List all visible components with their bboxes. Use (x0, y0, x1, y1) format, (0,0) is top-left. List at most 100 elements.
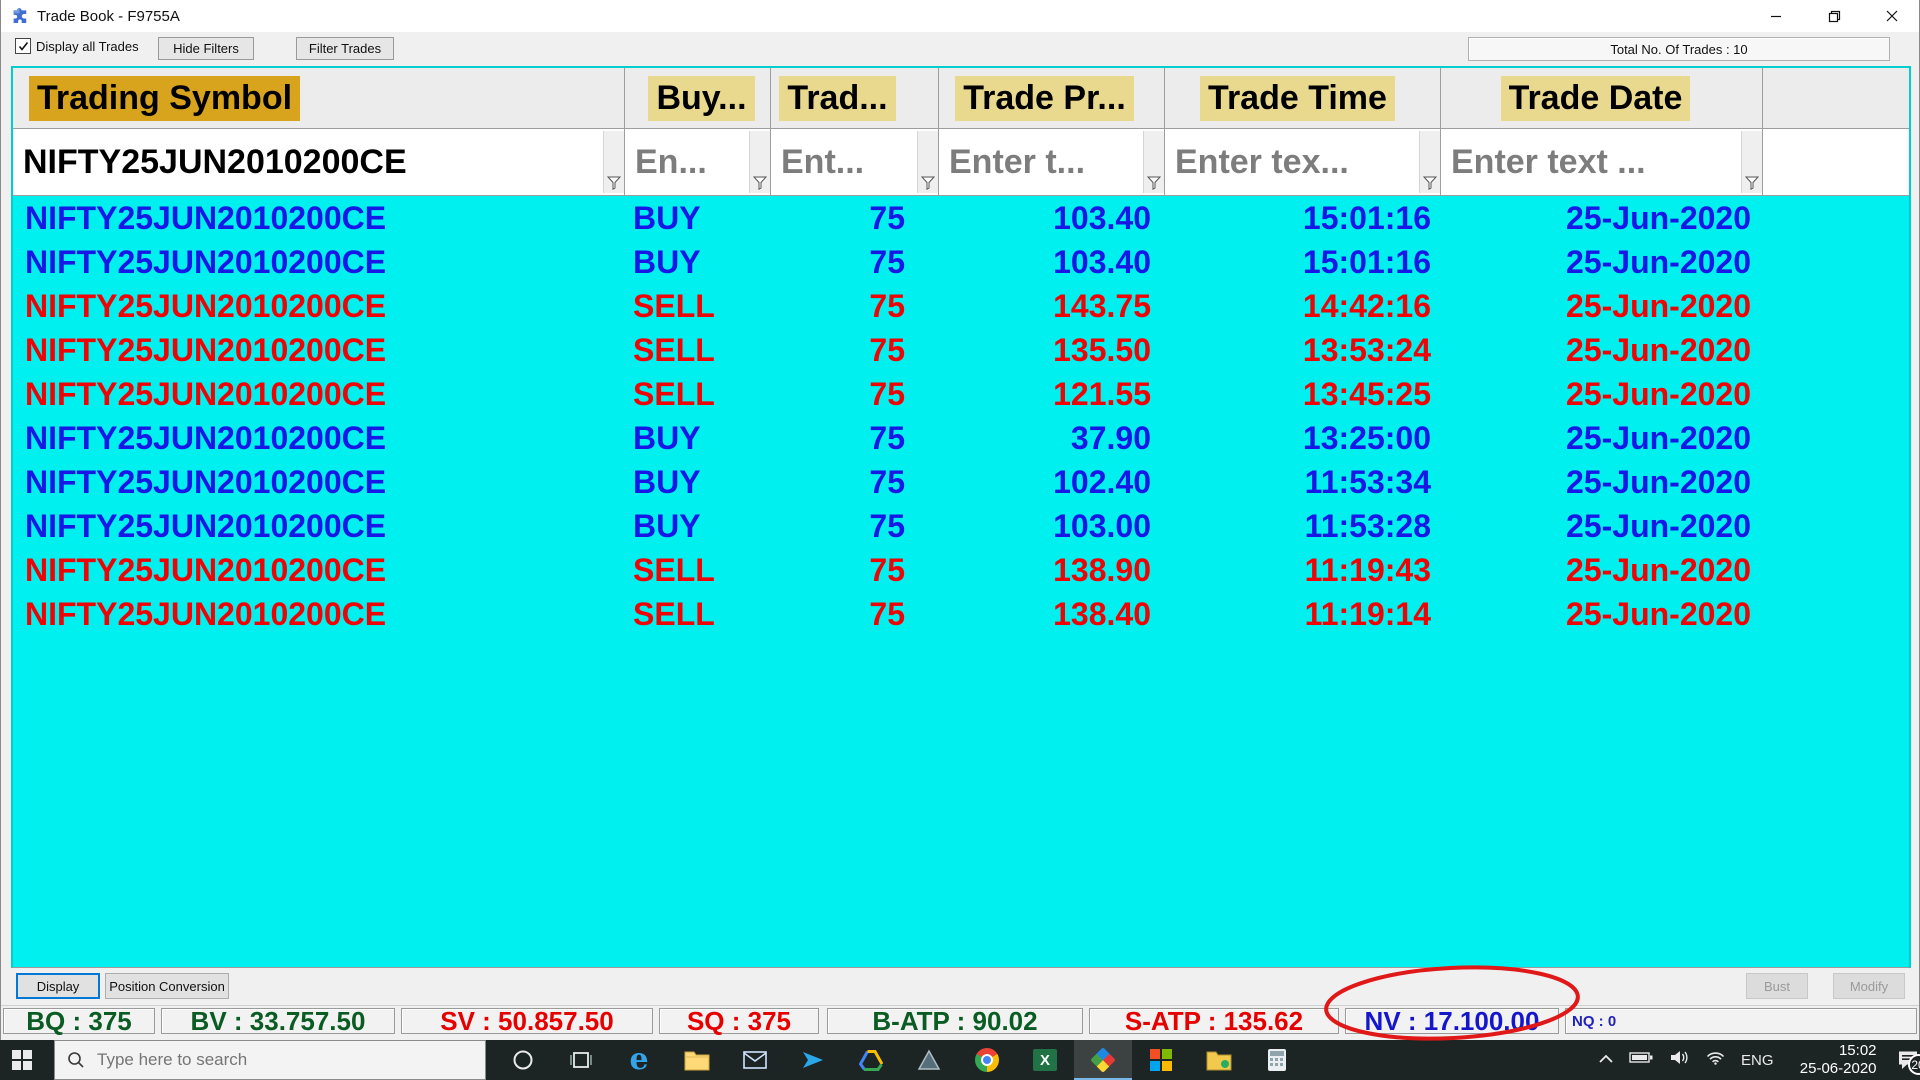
wifi-icon[interactable] (1705, 1050, 1726, 1070)
drive-icon[interactable] (842, 1040, 900, 1080)
cell-price: 121.55 (1053, 376, 1151, 412)
language-indicator[interactable]: ENG (1741, 1051, 1774, 1069)
cell-qty: 75 (869, 244, 905, 280)
display-button[interactable]: Display (16, 973, 100, 999)
trade-book-window: Trade Book - F9755A Display all Trades H… (0, 0, 1920, 1041)
filter-placeholder: En... (635, 142, 707, 181)
filter-trades-button[interactable]: Filter Trades (296, 37, 394, 60)
cell-time: 13:45:25 (1302, 376, 1431, 412)
minimize-button[interactable] (1753, 0, 1799, 32)
filter-funnel-icon[interactable] (753, 176, 767, 190)
start-button windows-logo-icon[interactable] (12, 1050, 32, 1070)
column-header-qty[interactable]: Trad... (771, 68, 939, 128)
cell-symbol: NIFTY25JUN2010200CE (25, 376, 387, 412)
filter-cell-date[interactable]: Enter text ... (1441, 129, 1763, 195)
table-row[interactable]: NIFTY25JUN2010200CE BUY 75 103.00 11:53:28 25… (13, 504, 1909, 548)
column-header-label: Trade Pr... (955, 75, 1134, 121)
filter-cell-qty[interactable]: Ent... (771, 129, 939, 195)
table-row[interactable]: NIFTY25JUN2010200CE SELL 75 138.40 11:19:14 2… (13, 592, 1909, 636)
display-all-trades-label: Display all Trades (36, 38, 139, 54)
mail-icon[interactable] (726, 1040, 784, 1080)
taskbar-search[interactable] (54, 1040, 486, 1080)
filter-funnel-icon[interactable] (1745, 176, 1759, 190)
hide-filters-button[interactable]: Hide Filters (158, 37, 254, 60)
edge-icon[interactable]: e (629, 1042, 649, 1077)
column-header-symbol[interactable]: Trading Symbol (13, 68, 625, 128)
excel-icon[interactable]: X (1016, 1040, 1074, 1080)
cell-side: BUY (633, 244, 701, 280)
filter-cell-time[interactable]: Enter tex... (1165, 129, 1441, 195)
cell-symbol: NIFTY25JUN2010200CE (25, 552, 387, 588)
table-row[interactable]: NIFTY25JUN2010200CE SELL 75 143.75 14:42:16 2… (13, 284, 1909, 328)
cell-time: 11:19:14 (1304, 596, 1431, 632)
folder2-icon[interactable] (1190, 1040, 1248, 1080)
table-row[interactable]: NIFTY25JUN2010200CE BUY 75 37.90 13:25:00 25-… (13, 416, 1909, 460)
display-all-trades-checkbox[interactable] (15, 38, 31, 54)
column-header-price[interactable]: Trade Pr... (939, 68, 1165, 128)
filter-cell-side[interactable]: En... (625, 129, 771, 195)
taskview-icon[interactable] (552, 1040, 610, 1080)
table-row[interactable]: NIFTY25JUN2010200CE SELL 75 135.50 13:53:24 2… (13, 328, 1909, 372)
cell-time: 11:19:43 (1304, 552, 1431, 588)
cell-qty: 75 (869, 420, 905, 456)
cell-time: 13:53:24 (1302, 332, 1431, 368)
filter-cell-symbol[interactable]: NIFTY25JUN2010200CE (13, 129, 625, 195)
tiles-icon[interactable] (1132, 1040, 1190, 1080)
cell-date: 25-Jun-2020 (1566, 508, 1751, 544)
restore-button[interactable] (1811, 0, 1857, 32)
cell-qty: 75 (869, 596, 905, 632)
status-segment-nv: NV : 17.100.00 (1345, 1006, 1559, 1036)
cell-symbol: NIFTY25JUN2010200CE (25, 420, 387, 456)
chrome-icon[interactable] (958, 1040, 1016, 1080)
cell-date: 25-Jun-2020 (1566, 420, 1751, 456)
table-row[interactable]: NIFTY25JUN2010200CE BUY 75 103.40 15:01:16 25… (13, 196, 1909, 240)
search-input[interactable] (95, 1049, 459, 1071)
cortana-icon[interactable] (494, 1040, 552, 1080)
table-filter-row: NIFTY25JUN2010200CE En... Ent... Enter t...… (13, 129, 1909, 196)
filter-cell-price[interactable]: Enter t... (939, 129, 1165, 195)
table-row[interactable]: NIFTY25JUN2010200CE BUY 75 102.40 11:53:34 25… (13, 460, 1909, 504)
cell-side: SELL (633, 376, 715, 412)
cell-qty: 75 (869, 376, 905, 412)
speaker-icon[interactable] (1669, 1050, 1690, 1070)
column-header-date[interactable]: Trade Date (1441, 68, 1763, 128)
filter-funnel-icon[interactable] (921, 176, 935, 190)
filter-placeholder: Ent... (781, 142, 865, 181)
filter-placeholder: Enter text ... (1451, 142, 1646, 181)
table-row[interactable]: NIFTY25JUN2010200CE BUY 75 103.40 15:01:16 25… (13, 240, 1909, 284)
header-filler (1763, 68, 1909, 128)
cell-date: 25-Jun-2020 (1566, 332, 1751, 368)
tray-chevron-up-icon[interactable] (1598, 1051, 1614, 1069)
modify-button: Modify (1833, 973, 1905, 999)
search-icon (67, 1051, 85, 1069)
cell-symbol: NIFTY25JUN2010200CE (25, 288, 387, 324)
cell-price: 135.50 (1053, 332, 1151, 368)
cell-price: 103.40 (1053, 244, 1151, 280)
filter-funnel-icon[interactable] (1147, 176, 1161, 190)
column-header-time[interactable]: Trade Time (1165, 68, 1441, 128)
taskbar-clock[interactable]: 15:02 25-06-2020 (1789, 1042, 1877, 1078)
calculator-icon[interactable] (1248, 1040, 1306, 1080)
battery-icon[interactable] (1629, 1051, 1654, 1069)
cell-time: 11:53:28 (1304, 508, 1431, 544)
trading-app-icon[interactable] (1074, 1040, 1132, 1080)
filter-funnel-icon[interactable] (1423, 176, 1437, 190)
position-conversion-button[interactable]: Position Conversion (105, 973, 229, 999)
table-row[interactable]: NIFTY25JUN2010200CE SELL 75 121.55 13:45:25 2… (13, 372, 1909, 416)
close-button[interactable] (1869, 0, 1915, 32)
action-center-icon[interactable]: 20 (1896, 1049, 1920, 1075)
column-header-side[interactable]: Buy... (625, 68, 771, 128)
table-row[interactable]: NIFTY25JUN2010200CE SELL 75 138.90 11:19:43 2… (13, 548, 1909, 592)
cell-qty: 75 (869, 552, 905, 588)
title-bar: Trade Book - F9755A (1, 0, 1919, 32)
explorer-icon[interactable] (668, 1040, 726, 1080)
clock-date: 25-06-2020 (1799, 1060, 1877, 1077)
status-segment-nq: NQ : 0 (1565, 1008, 1917, 1034)
cell-side: BUY (633, 508, 701, 544)
filter-funnel-icon[interactable] (607, 176, 621, 190)
triangle-icon[interactable] (900, 1040, 958, 1080)
plane-icon[interactable] (784, 1040, 842, 1080)
filter-filler (1763, 129, 1909, 195)
cell-price: 138.90 (1053, 552, 1151, 588)
cell-symbol: NIFTY25JUN2010200CE (25, 244, 387, 280)
